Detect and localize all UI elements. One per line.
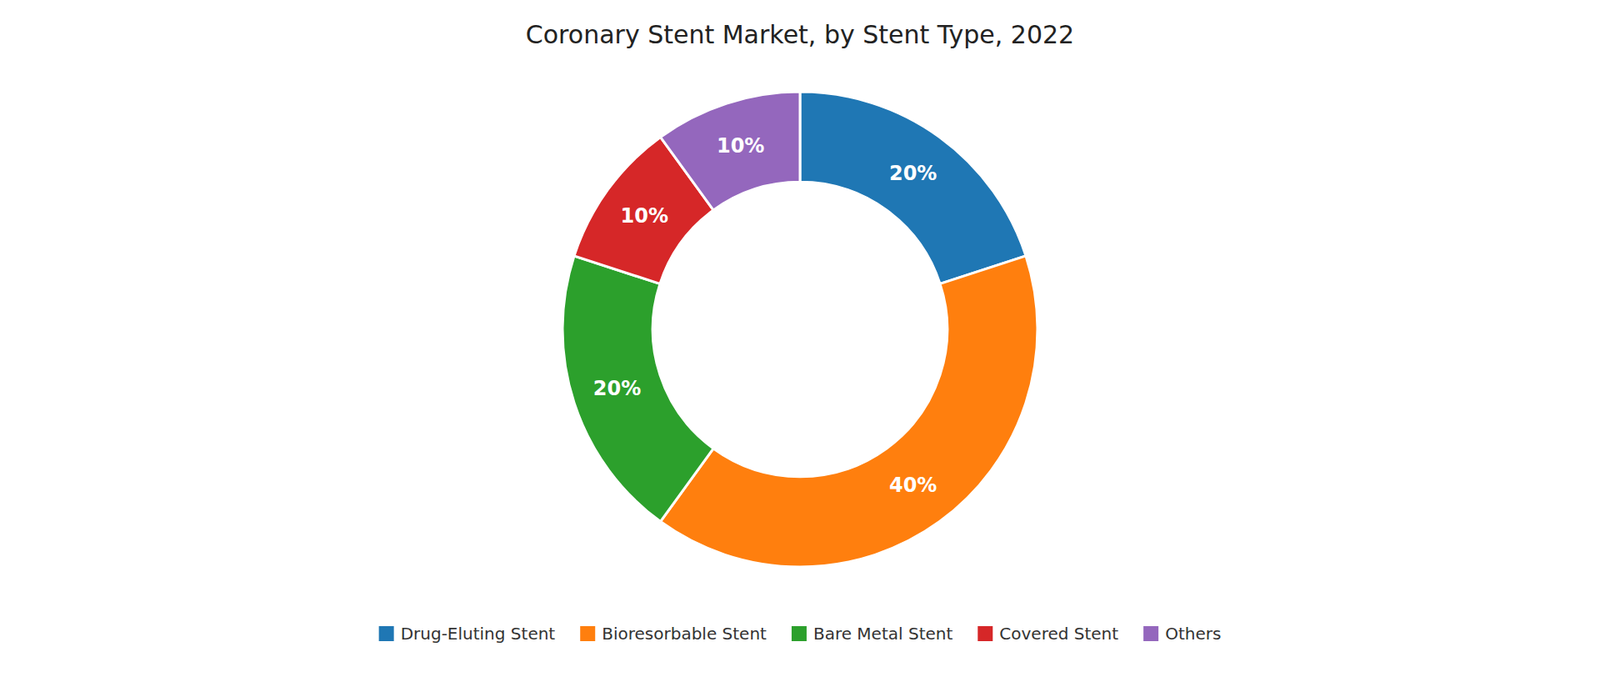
data-label: 10% [716, 134, 765, 158]
legend-swatch [580, 625, 595, 641]
legend-item: Others [1143, 623, 1221, 644]
data-label: 20% [889, 161, 937, 185]
legend-item: Bare Metal Stent [791, 623, 954, 644]
legend-label: Drug-Eluting Stent [400, 623, 556, 644]
legend-label: Others [1165, 623, 1221, 644]
legend-item: Drug-Eluting Stent [379, 623, 556, 644]
title: Coronary Stent Market, by Stent Type, 20… [525, 20, 1075, 50]
data-label: 20% [593, 376, 641, 400]
legend-swatch [977, 625, 993, 641]
slices [562, 91, 1038, 567]
legend-swatch [791, 625, 807, 641]
legend-swatch [1143, 625, 1159, 641]
legend-item: Bioresorbable Stent [580, 623, 767, 644]
slice [660, 255, 1038, 567]
legend-swatch [379, 625, 395, 641]
legend: Drug-Eluting Stent Bioresorbable Stent Bar… [379, 623, 1222, 644]
data-labels: 20% 40% 20% 10% 10% [593, 134, 938, 496]
data-label: 10% [620, 204, 669, 228]
slice [660, 91, 800, 210]
data-label: 40% [889, 473, 937, 497]
legend-label: Bare Metal Stent [813, 623, 954, 644]
legend-label: Bioresorbable Stent [601, 623, 767, 644]
slice [800, 91, 1026, 284]
slice [562, 255, 714, 522]
plot: 20% 40% 20% 10% 10% [562, 91, 1038, 567]
legend-item: Covered Stent [977, 623, 1119, 644]
chart: Coronary Stent Market, by Stent Type, 20… [0, 0, 1600, 682]
legend-label: Covered Stent [999, 623, 1119, 644]
